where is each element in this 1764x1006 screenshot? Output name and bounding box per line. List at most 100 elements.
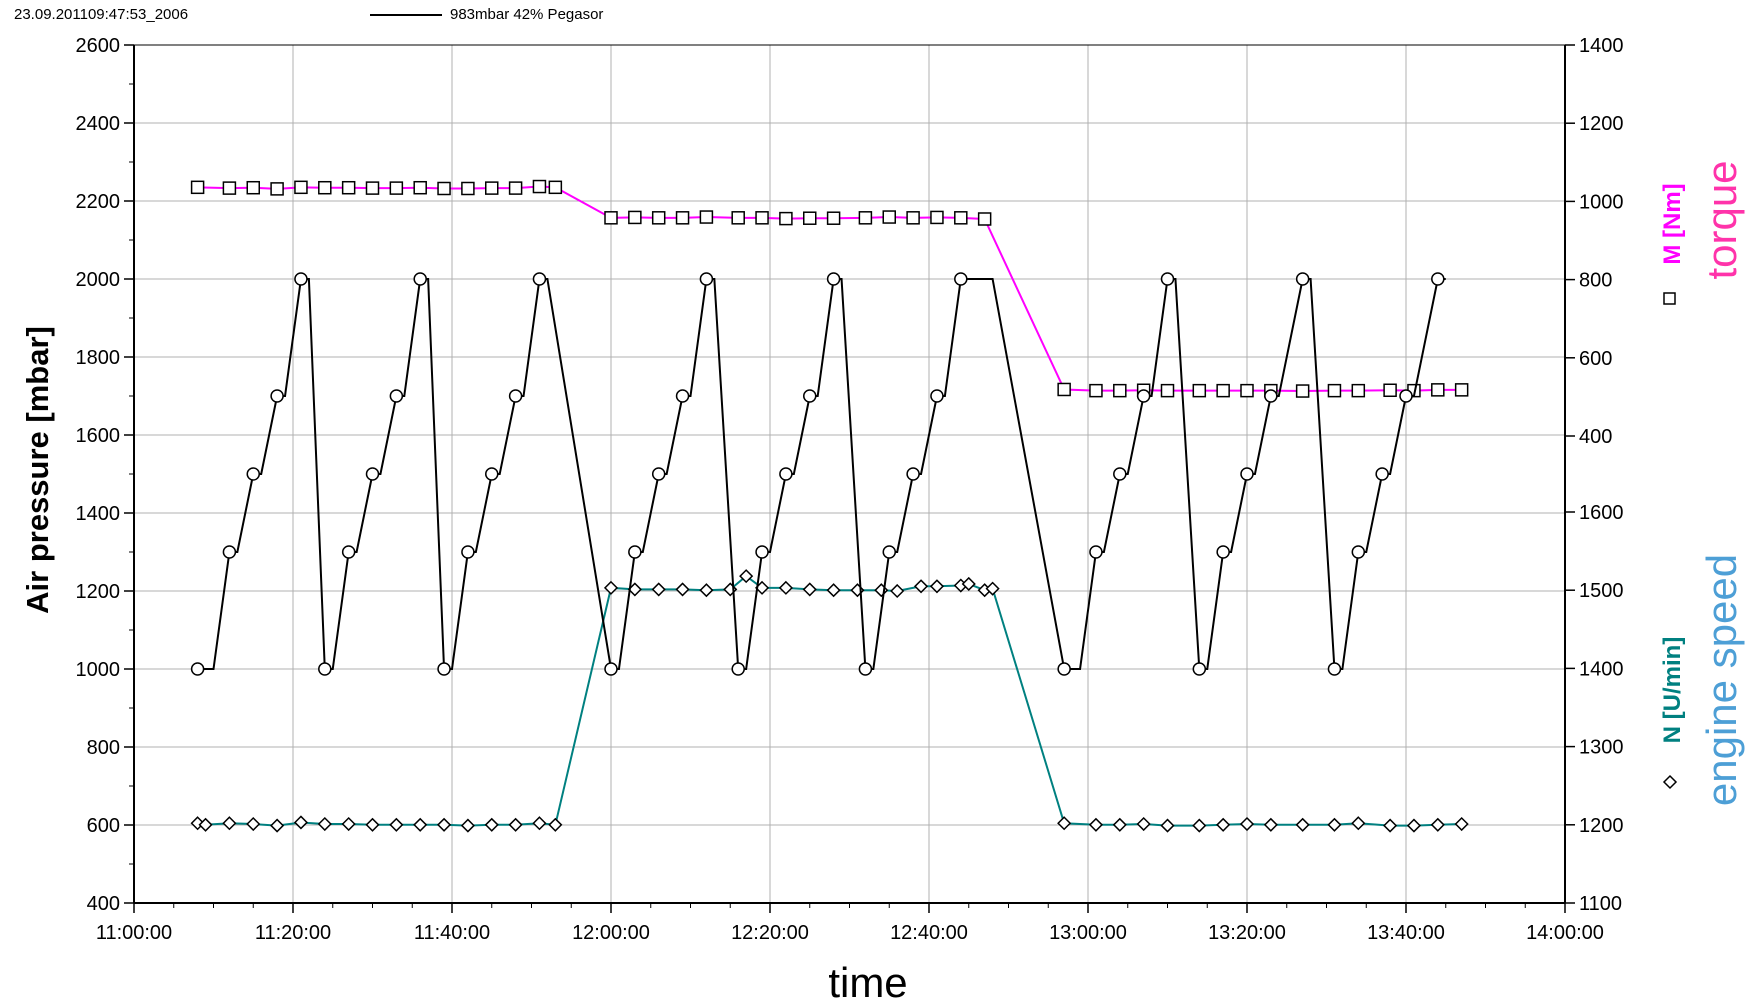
- speed-point: [389, 817, 404, 832]
- torque-axis-label: torque: [1698, 160, 1745, 279]
- torque-legend-square-marker: [1663, 292, 1676, 305]
- pressure-point: [1327, 662, 1342, 676]
- torque-point: [882, 210, 896, 224]
- torque-point: [365, 181, 380, 195]
- left-y-tick-label: 1600: [76, 425, 121, 447]
- timestamp-label: 23.09.201109:47:53_2006: [14, 6, 189, 23]
- pressure-series-line: [197, 278, 1446, 670]
- speed-point: [603, 580, 619, 595]
- pressure-point: [1399, 389, 1413, 403]
- pressure-point: [1295, 272, 1310, 286]
- torque-point: [930, 210, 944, 225]
- legend-label: 983mbar 42% Pegasor: [450, 6, 604, 23]
- pressure-point: [190, 662, 205, 676]
- pressure-point: [413, 272, 427, 286]
- torque-point: [294, 180, 308, 195]
- speed-point: [1216, 817, 1231, 832]
- speed-point: [246, 816, 261, 832]
- speed-point: [341, 816, 356, 832]
- pressure-point: [485, 467, 499, 481]
- torque-point: [906, 211, 920, 225]
- speed-point: [1239, 816, 1255, 832]
- x-tick-label: 12:00:00: [572, 922, 650, 944]
- speed-point: [1263, 817, 1278, 832]
- pressure-point: [906, 467, 920, 481]
- speed-point: [198, 817, 213, 832]
- torque-tick-label: 400: [1579, 426, 1612, 448]
- speed-point: [778, 580, 793, 595]
- x-tick-label: 13:20:00: [1208, 922, 1286, 944]
- speed-point: [1160, 818, 1175, 833]
- pressure-point: [826, 272, 841, 286]
- torque-point: [1113, 383, 1127, 398]
- torque-point: [1351, 383, 1366, 398]
- torque-point: [532, 179, 547, 194]
- axis-labels: time Air pressure [mbar] M [Nm] torque N…: [20, 160, 1745, 1006]
- torque-point: [1327, 383, 1342, 398]
- speed-tick-label: 1500: [1579, 580, 1624, 602]
- x-tick-label: 12:40:00: [890, 922, 968, 944]
- left-y-tick-label: 2200: [76, 191, 121, 213]
- pressure-point: [508, 389, 523, 403]
- speed-point: [317, 816, 332, 832]
- torque-point: [858, 211, 873, 225]
- pressure-point: [755, 545, 769, 559]
- pressure-point: [604, 662, 618, 676]
- pressure-point: [222, 545, 237, 559]
- speed-point: [739, 569, 754, 584]
- pressure-point: [628, 545, 642, 559]
- speed-tick-label: 1100: [1579, 893, 1622, 915]
- torque-point: [318, 180, 332, 195]
- speed-point: [1057, 816, 1072, 831]
- speed-legend-diamond-marker: [1662, 774, 1678, 790]
- torque-point: [731, 211, 745, 225]
- pressure-point: [246, 467, 260, 481]
- speed-point: [826, 583, 841, 598]
- pressure-point: [294, 272, 308, 286]
- torque-point: [1295, 384, 1310, 398]
- speed-point: [1454, 816, 1469, 832]
- x-tick-label: 14:00:00: [1526, 922, 1604, 944]
- speed-point: [985, 581, 1000, 596]
- speed-point: [270, 818, 285, 833]
- torque-point: [270, 182, 284, 196]
- speed-point: [460, 818, 475, 833]
- left-y-tick-label: 600: [87, 815, 120, 837]
- speed-point: [890, 583, 905, 599]
- speed-point: [293, 815, 309, 830]
- speed-point: [436, 817, 452, 832]
- torque-point: [1383, 383, 1397, 398]
- speed-point: [508, 817, 523, 832]
- torque-point: [461, 181, 475, 196]
- speed-point: [1088, 817, 1104, 832]
- torque-point: [485, 181, 499, 195]
- torque-tick-label: 1000: [1579, 191, 1624, 213]
- torque-point: [803, 211, 817, 225]
- pressure-point: [651, 467, 666, 481]
- torque-tick-label: 1200: [1579, 113, 1624, 135]
- speed-point: [675, 582, 690, 597]
- pressure-point: [882, 545, 896, 559]
- speed-point: [484, 817, 499, 832]
- left-y-tick-label: 800: [87, 737, 120, 759]
- pressure-point: [1160, 272, 1175, 286]
- pressure-point: [1089, 545, 1103, 559]
- legend: 983mbar 42% Pegasor: [370, 6, 603, 23]
- torque-point: [1057, 382, 1071, 397]
- left-y-tick-label: 400: [87, 893, 120, 915]
- torque-point: [389, 181, 404, 195]
- speed-unit-label: N [U/min]: [1659, 637, 1686, 744]
- speed-point: [413, 817, 428, 832]
- pressure-point: [365, 467, 380, 481]
- speed-point: [548, 817, 563, 832]
- pressure-point: [270, 389, 284, 403]
- y-axis-label-left: Air pressure [mbar]: [20, 326, 55, 614]
- speed-tick-label: 1300: [1579, 737, 1624, 759]
- speed-point: [1112, 817, 1127, 832]
- left-y-tick-label: 2600: [76, 35, 121, 57]
- pressure-point: [1113, 467, 1127, 481]
- left-y-tick-label: 1400: [76, 503, 121, 525]
- torque-point: [246, 180, 260, 195]
- speed-point: [1430, 817, 1445, 832]
- torque-point: [1431, 383, 1445, 397]
